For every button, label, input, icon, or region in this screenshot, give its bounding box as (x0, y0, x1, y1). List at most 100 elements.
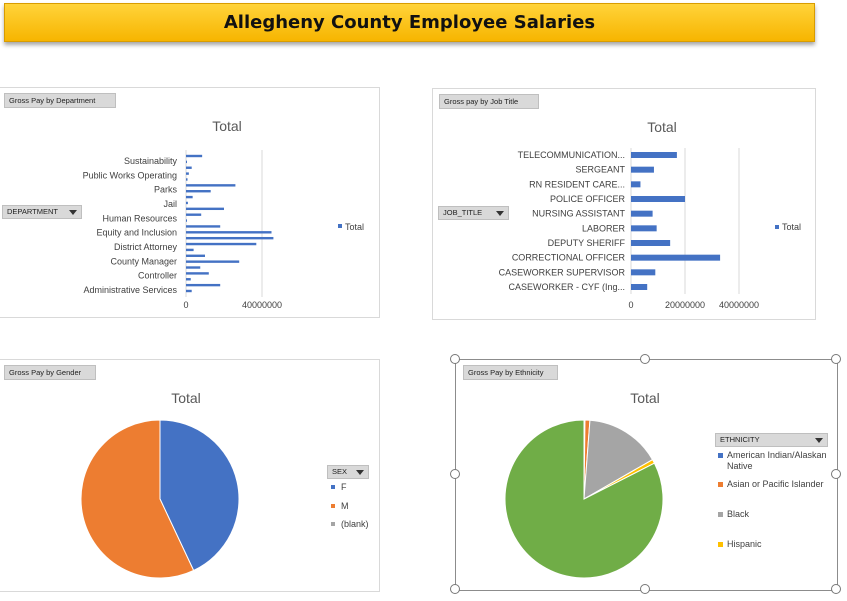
x-tick-label: 0 (628, 300, 633, 310)
dropdown-arrow-icon (69, 210, 77, 215)
legend-swatch (718, 453, 723, 458)
pie-slice (159, 419, 240, 572)
department-bar (186, 178, 188, 181)
legend-swatch (718, 482, 723, 487)
pie-slice (80, 419, 195, 579)
department-bar (186, 225, 221, 228)
department-category-label: County Manager (110, 256, 177, 266)
legend-swatch (775, 225, 779, 229)
resize-handle-bottom-right[interactable] (831, 584, 841, 594)
legend-label: Total (782, 222, 801, 232)
department-bar (186, 289, 192, 293)
department-category-label: Public Works Operating (83, 170, 177, 180)
dropdown-arrow-icon (815, 438, 823, 443)
ethnicity-legend: American Indian/Alaskan Native Asian or … (718, 450, 843, 560)
department-category-label: Jail (163, 199, 177, 209)
department-bar (186, 190, 211, 193)
x-tick-label: 20000000 (665, 300, 705, 310)
ethnicity-pie-chart (504, 419, 664, 579)
legend-label: F (341, 482, 347, 492)
department-bar (186, 207, 224, 211)
job-title-chart-title: Total (647, 119, 677, 135)
department-bar (186, 201, 188, 205)
job-title-bar (631, 269, 656, 276)
department-bar (186, 172, 189, 175)
department-filter-button[interactable]: DEPARTMENT (2, 205, 82, 219)
resize-handle-top-center[interactable] (640, 354, 650, 364)
department-bar (186, 248, 194, 252)
resize-handle-bottom-left[interactable] (450, 584, 460, 594)
legend-label: Asian or Pacific Islander (727, 479, 824, 489)
legend-label: American Indian/Alaskan Native (727, 450, 827, 471)
dashboard-title: Allegheny County Employee Salaries (223, 12, 596, 33)
department-category-label: Human Resources (102, 213, 177, 223)
resize-handle-middle-right[interactable] (831, 469, 841, 479)
gender-legend: F M (blank) (331, 482, 376, 532)
job-title-category-label: DEPUTY SHERIFF (548, 238, 626, 248)
job-title-bar (631, 284, 648, 290)
department-bar (186, 154, 203, 158)
sex-filter-button[interactable]: SEX (327, 465, 369, 479)
title-banner: Allegheny County Employee Salaries (4, 3, 815, 42)
department-chart-tag[interactable]: Gross Pay by Department (4, 93, 116, 108)
job-title-category-label: CORRECTIONAL OFFICER (512, 253, 626, 263)
resize-handle-bottom-center[interactable] (640, 584, 650, 594)
department-bar (186, 166, 192, 169)
legend-swatch (331, 522, 335, 526)
legend-swatch (331, 485, 335, 489)
department-bar (186, 260, 240, 263)
department-bar (186, 254, 205, 257)
department-bar (186, 272, 209, 275)
pie-slice (504, 419, 664, 579)
department-bar-chart: 0 40000000 Administrative Services Controll… (83, 150, 364, 310)
job-title-category-label: POLICE OFFICER (550, 194, 626, 204)
job-title-filter-label: JOB_TITLE (443, 208, 483, 217)
ethnicity-chart-tag[interactable]: Gross Pay by Ethnicity (463, 365, 558, 380)
department-bar (186, 278, 191, 281)
department-bar (186, 283, 221, 287)
job-title-category-label: CASEWORKER SUPERVISOR (499, 267, 626, 277)
department-bar (186, 219, 187, 222)
legend-label: Total (345, 222, 364, 232)
ethnicity-filter-button[interactable]: ETHNICITY (715, 433, 828, 447)
resize-handle-top-left[interactable] (450, 354, 460, 364)
department-category-label: Sustainability (124, 156, 178, 166)
dropdown-arrow-icon (356, 470, 364, 475)
job-title-category-label: CASEWORKER - CYF (Ing... (508, 282, 625, 292)
department-bar (186, 231, 272, 234)
department-category-label: District Attorney (114, 242, 178, 252)
job-title-bar (631, 225, 657, 232)
department-bar (186, 236, 274, 240)
job-title-chart-panel[interactable] (432, 88, 816, 320)
x-tick-label: 40000000 (242, 300, 282, 310)
department-category-label: Controller (138, 271, 177, 281)
pie-slice (583, 419, 654, 500)
department-bar (186, 266, 201, 269)
job-title-chart-tag[interactable]: Gross pay by Job Title (439, 94, 539, 109)
legend-swatch (331, 504, 335, 508)
department-bar (186, 160, 187, 164)
department-bar (186, 195, 193, 199)
ethnicity-filter-label: ETHNICITY (720, 435, 760, 444)
ethnicity-chart-title: Total (630, 390, 660, 406)
legend-swatch (718, 512, 723, 517)
job-title-bar (631, 181, 641, 188)
department-bar (186, 242, 257, 246)
job-title-bar (631, 196, 685, 202)
gender-chart-tag[interactable]: Gross Pay by Gender (4, 365, 96, 380)
gender-chart-title: Total (171, 390, 201, 406)
job-title-filter-button[interactable]: JOB_TITLE (438, 206, 509, 220)
job-title-category-label: LABORER (582, 223, 626, 233)
department-bar (186, 184, 236, 187)
job-title-bar-chart: 0 20000000 40000000 CASEWORKER - CYF (Ing..… (499, 148, 801, 310)
legend-label: M (341, 501, 349, 511)
resize-handle-top-right[interactable] (831, 354, 841, 364)
job-title-bar (631, 254, 721, 261)
resize-handle-middle-left[interactable] (450, 469, 460, 479)
job-title-bar (631, 152, 677, 158)
filter-dropdown-icon (496, 211, 504, 216)
job-title-category-label: RN RESIDENT CARE... (529, 179, 625, 189)
job-title-bar (631, 166, 654, 173)
x-tick-label: 0 (183, 300, 188, 310)
legend-label: Hispanic (727, 539, 762, 549)
